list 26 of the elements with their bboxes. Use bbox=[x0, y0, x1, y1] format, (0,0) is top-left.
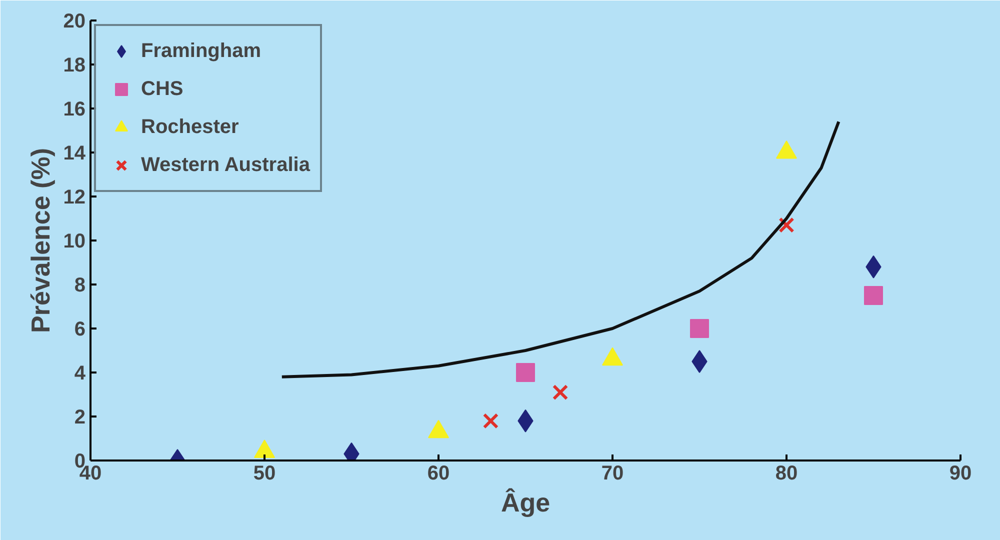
x-tick-label: 70 bbox=[601, 462, 624, 484]
x-axis-title: Âge bbox=[500, 488, 550, 518]
x-tick-label: 60 bbox=[427, 462, 450, 484]
legend-label: Rochester bbox=[141, 116, 239, 138]
y-tick-label: 12 bbox=[63, 186, 86, 208]
y-tick-label: 6 bbox=[74, 318, 86, 340]
y-tick-label: 14 bbox=[63, 142, 86, 164]
x-tick-label: 80 bbox=[775, 462, 798, 484]
y-tick-label: 10 bbox=[63, 230, 86, 252]
y-tick-label: 18 bbox=[63, 54, 86, 76]
y-tick-label: 4 bbox=[74, 362, 86, 384]
y-tick-label: 16 bbox=[63, 98, 86, 120]
point bbox=[552, 384, 568, 400]
y-tick-label: 8 bbox=[74, 274, 86, 296]
legend-label: Western Australia bbox=[141, 154, 310, 176]
point bbox=[690, 319, 709, 338]
point bbox=[864, 286, 883, 305]
y-tick-label: 2 bbox=[74, 406, 86, 428]
legend-label: CHS bbox=[141, 78, 184, 100]
y-axis-title: Prévalence (%) bbox=[25, 148, 56, 333]
point bbox=[482, 413, 499, 429]
y-tick-label: 20 bbox=[63, 10, 86, 32]
legend-label: Framingham bbox=[141, 40, 262, 62]
x-tick-label: 50 bbox=[253, 462, 276, 484]
point bbox=[516, 363, 535, 382]
x-tick-label: 90 bbox=[949, 462, 972, 484]
